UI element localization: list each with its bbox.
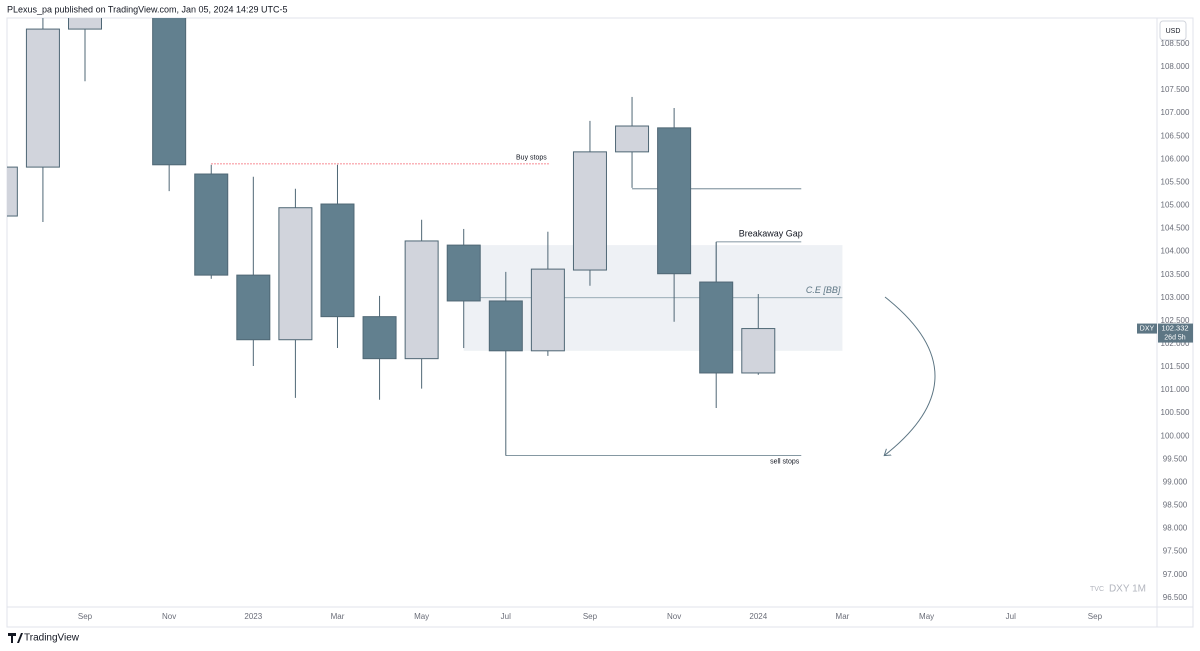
x-tick-label: Mar	[331, 612, 345, 621]
y-tick-label: 105.500	[1161, 177, 1190, 186]
level-label: Breakaway Gap	[739, 228, 803, 238]
x-tick-label: Jul	[501, 612, 511, 621]
candle-body	[152, 18, 187, 166]
candle-body	[699, 281, 734, 374]
y-tick-label: 101.500	[1161, 362, 1190, 371]
candle-body	[320, 203, 355, 318]
y-tick-label: 103.500	[1161, 270, 1190, 279]
y-tick-label: 103.000	[1161, 293, 1190, 302]
candle-body	[68, 18, 102, 30]
watermark-source: TVC	[1090, 586, 1104, 593]
level-label: sell stops	[770, 458, 800, 465]
y-tick-label: 107.500	[1161, 85, 1190, 94]
candle-body	[236, 274, 271, 341]
level-label: C.E [BB]	[806, 285, 841, 295]
x-tick-label: May	[414, 612, 429, 621]
y-tick-label: 104.500	[1161, 224, 1190, 233]
y-tick-label: 98.000	[1163, 524, 1188, 533]
y-tick-label: 102.000	[1161, 339, 1190, 348]
y-tick-label: 101.000	[1161, 385, 1190, 394]
currency[interactable]: USD	[1166, 28, 1181, 35]
price-tag-text: 102.332	[1161, 324, 1188, 333]
plot: Buy stops Breakaway Gap C.E [BB] sell stops	[7, 18, 843, 465]
candle-body	[25, 28, 60, 168]
x-tick-label: Nov	[162, 612, 176, 621]
y-tick-label: 96.500	[1163, 593, 1188, 602]
y-tick-label: 100.000	[1161, 431, 1190, 440]
candle-body	[615, 125, 650, 153]
projection-arrow	[885, 296, 936, 455]
y-tick-label: 102.500	[1161, 316, 1190, 325]
candle-body	[741, 328, 776, 374]
logo-text: TradingView	[24, 633, 80, 644]
y-tick-label: 104.000	[1161, 247, 1190, 256]
symbol-tag	[1137, 323, 1157, 334]
y-tick-label: 108.000	[1161, 62, 1190, 71]
level-label: Buy stops	[516, 155, 547, 162]
y-tick-label: 98.500	[1163, 501, 1188, 510]
x-tick-label: 2024	[749, 612, 767, 621]
x-tick-label: May	[919, 612, 934, 621]
y-tick-label: 105.000	[1161, 201, 1190, 210]
candle-body	[404, 240, 439, 360]
y-tick-label: 97.500	[1163, 547, 1188, 556]
x-tick-label: Mar	[836, 612, 850, 621]
candle-body	[657, 127, 692, 275]
candle-body	[488, 300, 523, 352]
symbol-tag-text: DXY	[1140, 325, 1155, 332]
y-tick-label: 100.500	[1161, 408, 1190, 417]
x-tick-label: Sep	[583, 612, 598, 621]
y-tick-label: 99.000	[1163, 477, 1188, 486]
x-tick-label: Jul	[1006, 612, 1016, 621]
currency-button[interactable]	[1159, 20, 1187, 41]
x-tick-label: Sep	[78, 612, 93, 621]
logo-icon	[8, 633, 23, 643]
x-tick-label: Nov	[667, 612, 681, 621]
candle-body	[446, 244, 481, 302]
candle-body	[362, 316, 397, 360]
countdown: 26d 5h	[1164, 334, 1186, 341]
candle-body	[278, 207, 313, 341]
price-tag	[1158, 323, 1193, 343]
y-tick-label: 108.500	[1161, 39, 1190, 48]
candle-body	[194, 173, 229, 276]
y-tick-label: 107.000	[1161, 108, 1190, 117]
y-tick-label: 97.000	[1163, 570, 1188, 579]
y-tick-label: 106.500	[1161, 131, 1190, 140]
y-tick-label: 99.500	[1163, 454, 1188, 463]
chart-frame	[6, 17, 1194, 628]
x-tick-label: 2023	[244, 612, 262, 621]
x-tick-label: Sep	[1088, 612, 1103, 621]
watermark-symbol: DXY 1M	[1109, 584, 1146, 595]
candle-body	[7, 166, 18, 217]
y-tick-label: 106.000	[1161, 154, 1190, 163]
candle-body	[572, 151, 607, 271]
header: PLexus_pa published on TradingView.com, …	[7, 4, 288, 14]
candle-body	[530, 268, 565, 352]
